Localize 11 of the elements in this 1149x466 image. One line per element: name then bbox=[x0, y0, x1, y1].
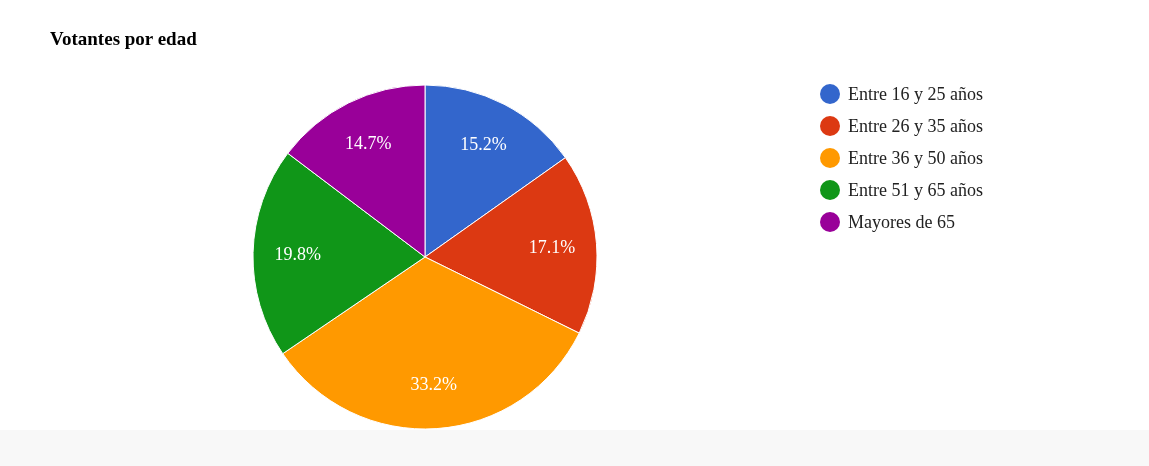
chart-title: Votantes por edad bbox=[50, 28, 197, 50]
data-label: 17.1% bbox=[528, 237, 576, 258]
legend-label: Mayores de 65 bbox=[848, 211, 955, 233]
data-label: 19.8% bbox=[274, 243, 322, 264]
legend-label: Entre 26 y 35 años bbox=[848, 115, 983, 137]
data-label: 33.2% bbox=[410, 373, 458, 394]
data-label: 14.7% bbox=[345, 133, 392, 154]
legend-label: Entre 51 y 65 años bbox=[848, 179, 983, 201]
legend-label: Entre 36 y 50 años bbox=[848, 147, 983, 169]
data-label: 15.2% bbox=[460, 133, 507, 154]
legend-label: Entre 16 y 25 años bbox=[848, 83, 983, 105]
